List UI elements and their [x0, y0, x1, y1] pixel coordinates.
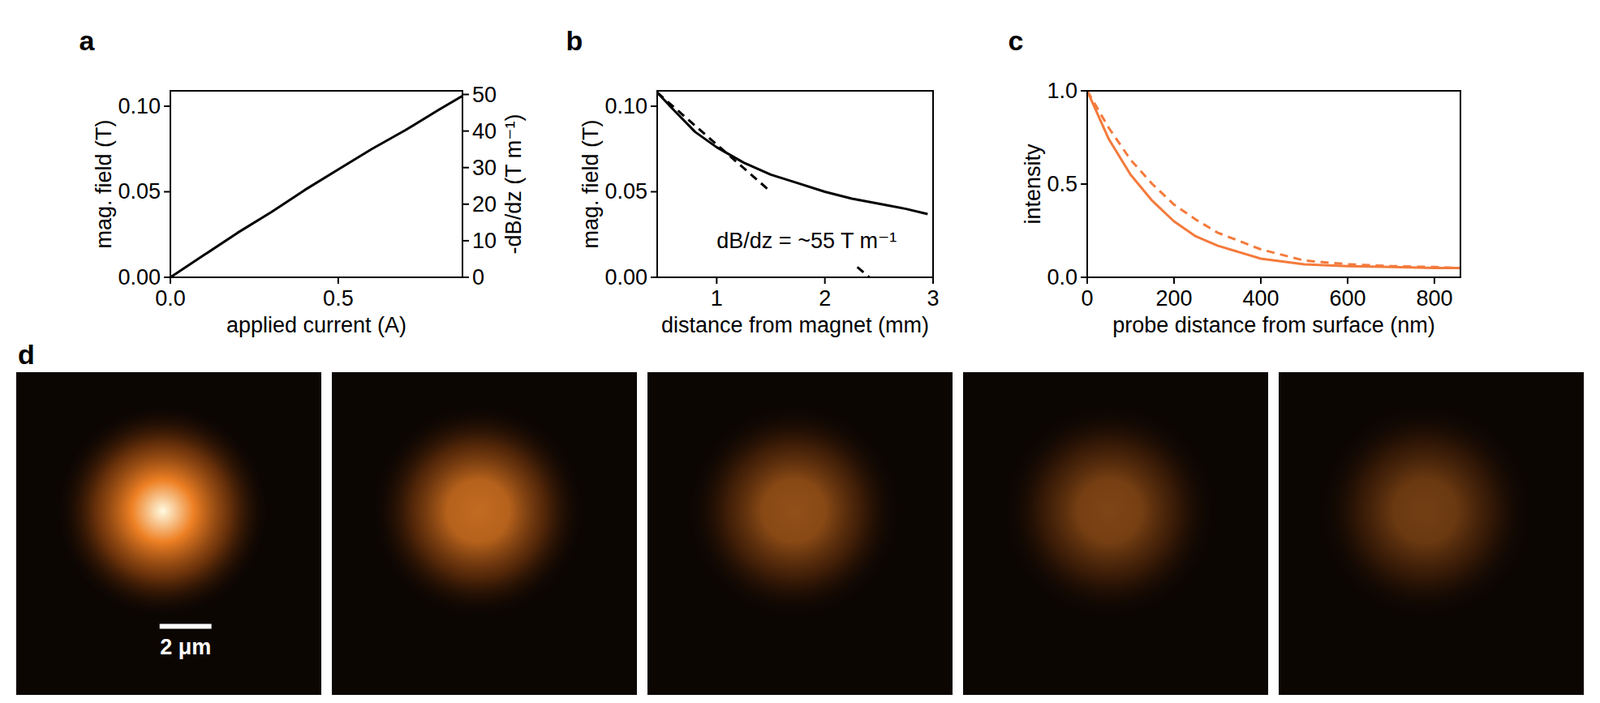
y2-tick-label: 0: [472, 265, 485, 290]
annotation: dB/dz = ~55 T m⁻¹: [716, 228, 897, 254]
image: 2 μm: [16, 372, 322, 696]
image-background: [963, 372, 1269, 696]
y-tick: [163, 190, 171, 193]
panel-letter: a: [78, 25, 95, 56]
plot-frame: [170, 90, 463, 278]
image: [963, 372, 1269, 696]
y2-tick-label: 50: [472, 82, 497, 108]
x-tick: [1173, 277, 1175, 284]
image-background: [647, 372, 953, 696]
y-tick-label: 0.05: [604, 179, 648, 204]
image: [647, 372, 953, 696]
y-tick: [1080, 276, 1088, 279]
fluorescent-spot: [690, 407, 899, 616]
image: [1278, 372, 1584, 696]
series-group: [170, 95, 463, 278]
y2-tick-label: 30: [472, 155, 497, 181]
y-tick: [163, 276, 171, 279]
fluorescent-spot: [1321, 407, 1530, 616]
panel-letter: c: [1007, 25, 1024, 56]
x-tick: [169, 277, 172, 284]
fluorescent-spot: [59, 407, 267, 616]
y-tick: [650, 105, 658, 108]
y-tick-label: 0.0: [1046, 265, 1078, 290]
data-line: [1087, 90, 1461, 269]
y-tick-label: 0.00: [117, 265, 161, 290]
y-tick-label: 1.0: [1046, 78, 1078, 104]
y-axis-title: mag. field (T): [578, 119, 603, 249]
x-axis-title: applied current (A): [226, 313, 407, 338]
plot-frame: [1087, 90, 1461, 278]
fluorescent-spot: [374, 407, 583, 616]
x-tick-label: 800: [1415, 286, 1453, 311]
x-tick: [932, 277, 934, 284]
y2-tick-label: 40: [472, 119, 497, 144]
panel-d: d 2 μm: [16, 339, 1584, 696]
scale-bar-label: 2 μm: [159, 635, 211, 660]
y2-tick: [462, 130, 469, 133]
y-axis-title: mag. field (T): [91, 119, 117, 249]
x-tick-label: 400: [1242, 286, 1279, 311]
x-tick-label: 0.5: [322, 286, 354, 311]
panel-a: 0.0 0.5 0.00 0.05 0.10 0 10 20 30 40 50-dB/dz (T m…: [78, 25, 526, 338]
panel-letter: d: [17, 339, 35, 370]
y2-tick: [462, 240, 469, 242]
y-tick: [650, 190, 658, 193]
image-background: [1278, 372, 1584, 696]
y-tick: [1080, 90, 1088, 92]
x-tick: [337, 277, 340, 284]
y2-axis-title: -dB/dz (T m⁻¹): [501, 114, 526, 255]
x-tick-label: 0: [1080, 286, 1093, 311]
x-tick: [1346, 277, 1349, 284]
panel-b: 1 2 3 0.00 0.05 0.10 distance from magnet (mm)…: [565, 25, 939, 338]
y-tick-label: 0.00: [604, 265, 648, 290]
scale-bar: [159, 623, 212, 629]
x-axis-title: distance from magnet (mm): [661, 313, 930, 338]
x-tick-label: 2: [818, 286, 831, 311]
panel-letter: b: [565, 25, 583, 56]
data-line: [657, 92, 928, 215]
x-tick-label: 1: [710, 286, 723, 311]
y-axis-title: intensity: [1020, 143, 1046, 225]
x-axis-title: probe distance from surface (nm): [1112, 313, 1436, 338]
x-tick-label: 200: [1155, 286, 1192, 311]
data-line: [1087, 90, 1461, 269]
y-tick: [163, 105, 171, 108]
image: [331, 372, 637, 696]
y2-tick: [462, 167, 469, 169]
x-tick-label: 600: [1329, 286, 1366, 311]
y2-tick-label: 20: [472, 192, 497, 217]
y-tick: [650, 276, 658, 279]
y-tick: [1080, 183, 1088, 185]
x-tick: [715, 277, 718, 284]
y2-tick: [462, 94, 469, 96]
y2-tick: [462, 276, 469, 279]
y-tick-label: 0.05: [117, 179, 161, 204]
x-tick: [1433, 277, 1436, 284]
image-background: [331, 372, 637, 696]
series-group: [1087, 90, 1461, 269]
y2-tick: [462, 203, 469, 206]
x-tick: [824, 277, 826, 284]
y-tick-label: 0.5: [1046, 172, 1078, 197]
plot-frame: [657, 90, 934, 278]
data-line: [170, 95, 463, 278]
panel-c: 0 200 400 600 800 0.0 0.5 1.0 probe distance fro…: [1007, 25, 1461, 338]
x-tick: [1086, 277, 1089, 284]
x-tick-label: 0.0: [154, 286, 186, 311]
figure: 0.00.50.000.050.1001020304050-dB/dz (T m…: [0, 0, 1600, 703]
image-background: [16, 372, 322, 696]
y2-tick-label: 10: [472, 228, 497, 254]
fluorescent-spot: [1006, 407, 1214, 616]
y-tick-label: 0.10: [604, 94, 648, 119]
series-group: [657, 92, 928, 278]
x-tick: [1260, 277, 1262, 284]
y-tick-label: 0.10: [117, 94, 161, 119]
x-tick-label: 3: [926, 286, 939, 311]
